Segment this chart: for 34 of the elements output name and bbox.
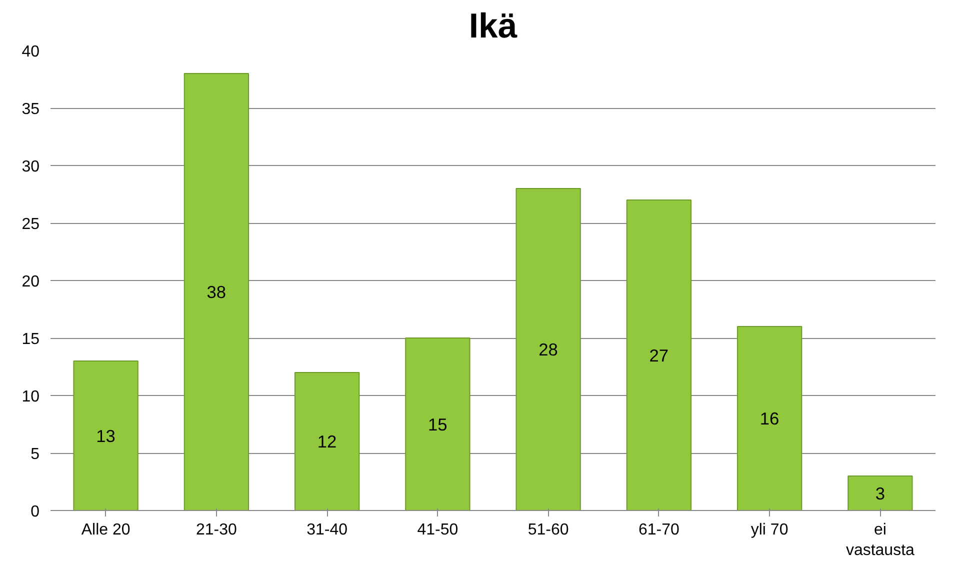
y-tick-label: 25 bbox=[22, 216, 40, 233]
bar bbox=[626, 200, 692, 510]
chart-title: Ikä bbox=[468, 8, 518, 46]
data-label: 15 bbox=[428, 414, 448, 434]
x-tick-label: yli 70 bbox=[750, 522, 788, 538]
y-tick-label: 20 bbox=[22, 274, 40, 290]
x-tick-label: 31-40 bbox=[306, 522, 348, 538]
y-tick-label: 15 bbox=[22, 331, 40, 348]
x-tick-label: 41-50 bbox=[417, 522, 458, 538]
y-tick-label: 10 bbox=[22, 388, 40, 406]
data-label: 3 bbox=[875, 483, 886, 504]
data-label: 27 bbox=[649, 345, 669, 366]
y-tick-label: 30 bbox=[22, 158, 40, 176]
data-label: 38 bbox=[206, 282, 226, 302]
x-tick-label: 21-30 bbox=[196, 522, 237, 538]
bar bbox=[516, 188, 581, 510]
bar bbox=[73, 360, 138, 510]
data-label: 16 bbox=[760, 408, 780, 428]
y-tick-label: 0 bbox=[30, 504, 40, 520]
bar bbox=[294, 372, 360, 510]
y-tick-label: 40 bbox=[22, 44, 40, 60]
x-tick-label: Alle 20 bbox=[81, 522, 130, 538]
y-tick-label: 35 bbox=[22, 101, 40, 118]
bar bbox=[736, 326, 802, 510]
bar bbox=[405, 338, 470, 510]
data-label: 13 bbox=[96, 426, 116, 446]
bar bbox=[184, 73, 250, 510]
data-label: 28 bbox=[538, 340, 558, 360]
x-tick-label: 61-70 bbox=[638, 522, 680, 538]
x-tick-label: ei vastausta bbox=[846, 522, 915, 559]
y-tick-label: 5 bbox=[30, 446, 40, 463]
bar bbox=[848, 476, 913, 510]
x-tick-label: 51-60 bbox=[528, 522, 569, 538]
data-label: 12 bbox=[317, 432, 337, 452]
